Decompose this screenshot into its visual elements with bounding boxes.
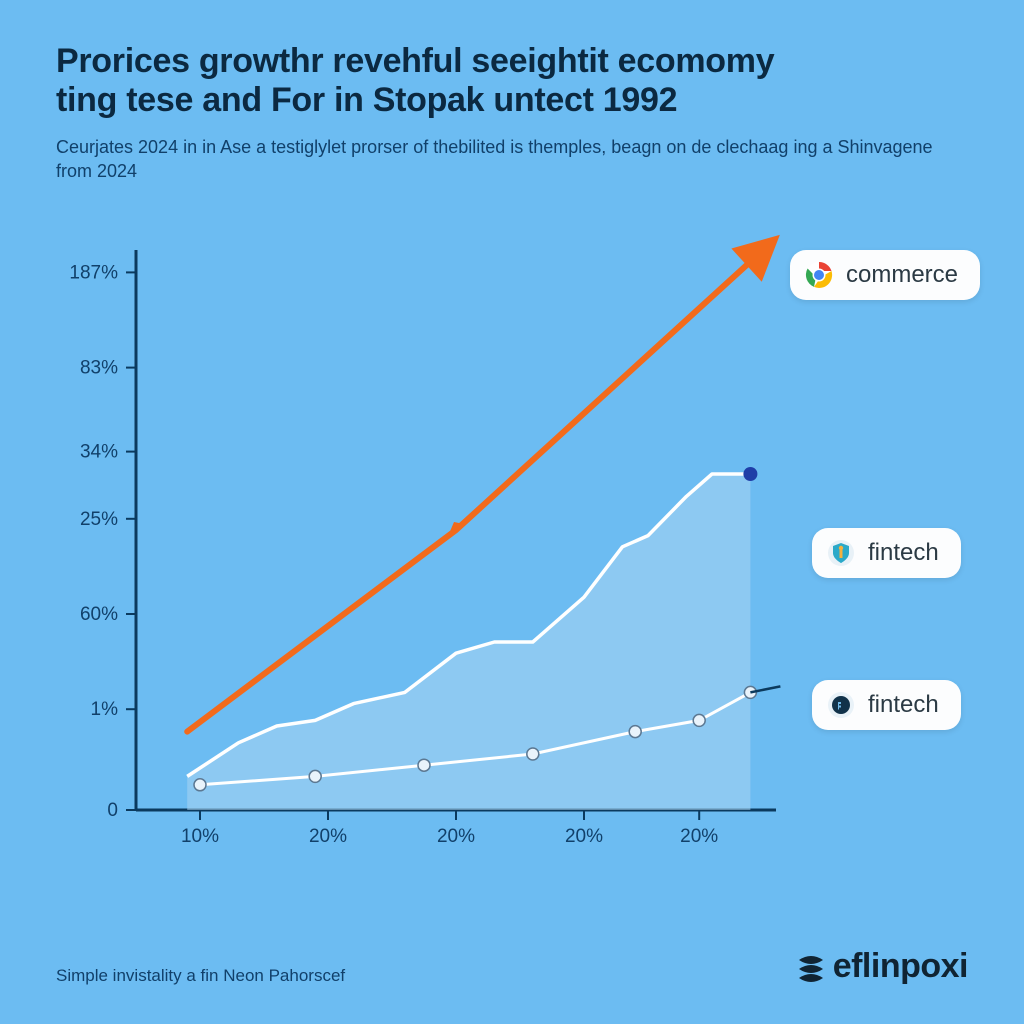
brand-text: eflinpoxi	[833, 947, 968, 986]
header: Prorices growthr revehful seeightit ecom…	[0, 0, 1024, 183]
legend-pill-fintech-low: fintech	[812, 680, 961, 730]
x-tick-label: 20%	[680, 826, 718, 847]
footer: Simple invistality a fin Neon Pahorscef …	[56, 947, 968, 986]
x-tick-label: 20%	[565, 826, 603, 847]
footnote: Simple invistality a fin Neon Pahorscef	[56, 966, 345, 986]
y-tick-label: 187%	[69, 262, 118, 283]
legend-label: fintech	[868, 691, 939, 719]
page-title: Prorices growthr revehful seeightit ecom…	[56, 42, 968, 121]
title-line-1: Prorices growthr revehful seeightit ecom…	[56, 42, 774, 80]
legend-pill-fintech-area: fintech	[812, 528, 961, 578]
x-tick-label: 20%	[437, 826, 475, 847]
y-tick-label: 25%	[80, 509, 118, 530]
title-line-2: ting tese and For in Stopak untect 1992	[56, 81, 677, 119]
chrome-icon	[804, 260, 834, 290]
y-tick-label: 83%	[80, 358, 118, 379]
legend-pill-commerce: commerce	[790, 250, 980, 300]
page-subtitle: Ceurjates 2024 in in Ase a testiglylet p…	[56, 135, 936, 184]
x-tick-label: 20%	[309, 826, 347, 847]
dot-icon	[826, 690, 856, 720]
brand-logo: eflinpoxi	[793, 947, 968, 986]
x-tick-label: 10%	[181, 826, 219, 847]
shield-icon	[826, 538, 856, 568]
y-tick-label: 60%	[80, 604, 118, 625]
legend-label: fintech	[868, 539, 939, 567]
y-tick-label: 0	[107, 800, 118, 821]
brand-mark-icon	[793, 949, 829, 985]
legend-label: commerce	[846, 261, 958, 289]
y-tick-label: 34%	[80, 442, 118, 463]
y-tick-label: 1%	[91, 699, 119, 720]
